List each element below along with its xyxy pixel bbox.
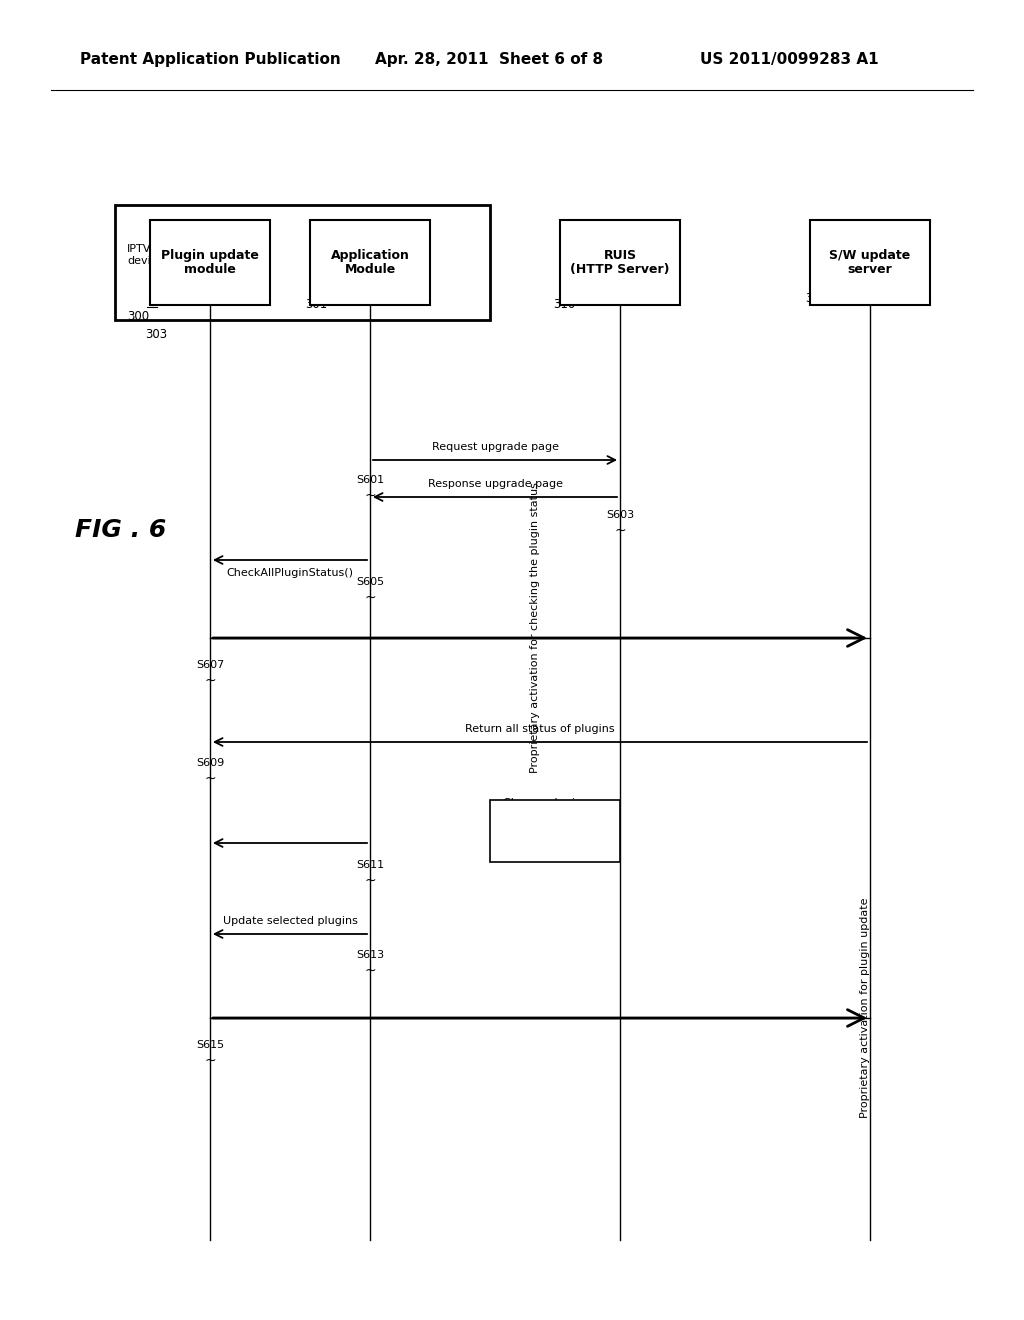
Text: (HTTP Server): (HTTP Server) xyxy=(570,263,670,276)
Text: Choose plugins
to be updated: Choose plugins to be updated xyxy=(503,799,588,820)
Text: ~: ~ xyxy=(204,675,216,688)
Text: US 2011/0099283 A1: US 2011/0099283 A1 xyxy=(700,51,879,67)
Text: 303: 303 xyxy=(145,327,167,341)
Text: Request upgrade page: Request upgrade page xyxy=(431,442,558,451)
Text: S613: S613 xyxy=(356,950,384,960)
Text: Proprietary activation for plugin update: Proprietary activation for plugin update xyxy=(860,898,870,1118)
Text: ~: ~ xyxy=(365,874,376,888)
Text: 301: 301 xyxy=(305,298,328,312)
Text: CheckAllPluginStatus(): CheckAllPluginStatus() xyxy=(226,568,353,578)
Text: S607: S607 xyxy=(196,660,224,671)
Text: FIG . 6: FIG . 6 xyxy=(75,517,166,543)
Text: Application: Application xyxy=(331,249,410,261)
FancyBboxPatch shape xyxy=(810,220,930,305)
Text: S609: S609 xyxy=(196,758,224,768)
Text: Patent Application Publication: Patent Application Publication xyxy=(80,51,341,67)
FancyBboxPatch shape xyxy=(490,800,620,862)
Text: Proprietary activation for checking the plugin status: Proprietary activation for checking the … xyxy=(530,483,540,774)
Text: ~: ~ xyxy=(614,524,626,539)
Text: ~: ~ xyxy=(204,772,216,785)
Text: S603: S603 xyxy=(606,510,634,520)
FancyBboxPatch shape xyxy=(310,220,430,305)
Text: ~: ~ xyxy=(365,964,376,978)
Text: S611: S611 xyxy=(356,861,384,870)
Text: ~: ~ xyxy=(365,591,376,605)
Text: Update selected plugins: Update selected plugins xyxy=(222,916,357,927)
Text: S615: S615 xyxy=(196,1040,224,1049)
Text: server: server xyxy=(848,263,892,276)
FancyBboxPatch shape xyxy=(560,220,680,305)
Text: ~: ~ xyxy=(204,1053,216,1068)
Text: Return all status of plugins: Return all status of plugins xyxy=(465,723,614,734)
Text: S601: S601 xyxy=(356,475,384,484)
Text: Response upgrade page: Response upgrade page xyxy=(427,479,562,488)
Text: 310: 310 xyxy=(553,298,575,312)
Text: module: module xyxy=(184,263,236,276)
Text: S605: S605 xyxy=(356,577,384,587)
FancyBboxPatch shape xyxy=(115,205,490,319)
Text: 330: 330 xyxy=(805,292,827,305)
Text: RUIS: RUIS xyxy=(603,249,637,261)
Text: Apr. 28, 2011  Sheet 6 of 8: Apr. 28, 2011 Sheet 6 of 8 xyxy=(375,51,603,67)
FancyBboxPatch shape xyxy=(150,220,270,305)
Text: ~: ~ xyxy=(365,488,376,503)
Text: Plugin update: Plugin update xyxy=(161,249,259,261)
Text: IPTV
device: IPTV device xyxy=(127,244,164,265)
Text: Module: Module xyxy=(344,263,395,276)
Text: S/W update: S/W update xyxy=(829,249,910,261)
Text: 300: 300 xyxy=(127,310,150,323)
